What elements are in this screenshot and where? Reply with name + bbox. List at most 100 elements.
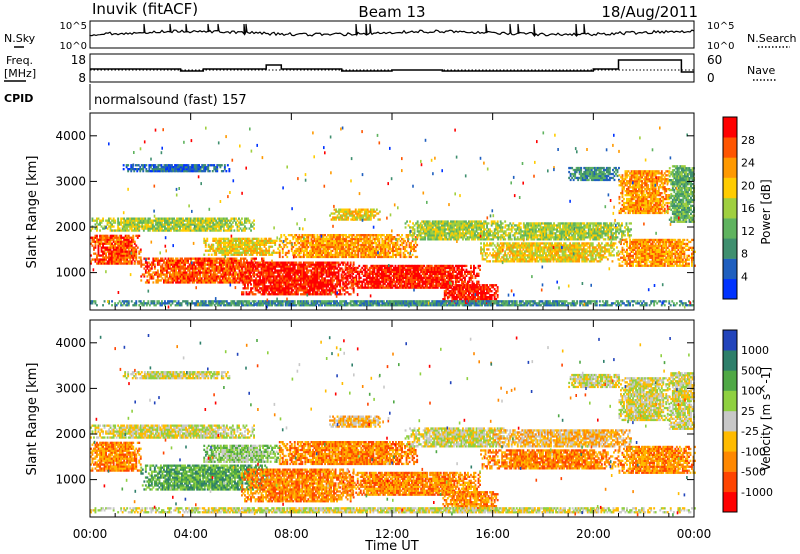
echo-cell [96,227,98,229]
echo-cell [177,279,179,281]
echo-cell [242,269,244,271]
echo-cell [128,229,130,231]
echo-cell [104,260,106,262]
echo-cell [146,267,148,269]
echo-cell [132,235,134,237]
echo-cell [96,229,98,231]
echo-cell [189,281,191,283]
echo-cell [96,235,98,237]
echo-cell [113,218,115,220]
echo-cell [214,218,216,220]
echo-cell [138,229,140,231]
echo-cell [237,227,239,229]
echo-cell [240,262,242,264]
echo-cell [145,164,147,166]
echo-cell [253,223,255,225]
freq-trace [90,60,694,72]
echo-cell [152,281,154,283]
echo-cell [186,271,188,273]
echo-cell [135,253,137,255]
cpid-label: CPID [4,92,33,105]
echo-cell [102,218,104,220]
echo-cell [162,264,164,266]
echo-cell [149,229,151,231]
echo-cell [101,241,103,243]
nsky-trace [90,24,694,36]
echo-cell [131,227,133,229]
echo-cell [131,262,133,264]
echo-cell [253,220,255,222]
echo-cell [126,258,128,260]
freq-right-tick-bottom: 0 [707,71,715,85]
echo-cell [206,229,208,231]
nsky-left-bottom-tick: 10^0 [60,41,87,52]
freq-frame [90,54,694,82]
echo-cell [236,258,238,260]
echo-cell [240,220,242,222]
echo-cell [95,260,97,262]
echo-cell [187,262,189,264]
echo-cell [234,269,236,271]
echo-cell [138,253,140,255]
echo-cell [214,281,216,283]
echo-cell [138,235,140,237]
echo-cell [149,218,151,220]
echo-cell [249,220,251,222]
echo-cell [202,218,204,220]
echo-cell [110,218,112,220]
echo-cell [169,220,171,222]
echo-cell [120,260,122,262]
echo-cell [101,225,103,227]
echo-cell [230,227,232,229]
echo-cell [166,273,168,275]
freq-left-tick-bottom: 8 [78,71,86,85]
echo-cell [143,229,145,231]
echo-cell [113,239,115,241]
echo-cell [132,258,134,260]
echo-cell [114,222,116,224]
echo-cell [128,249,130,251]
echo-cell [107,227,109,229]
echo-cell [154,267,156,269]
echo-cell [140,279,142,281]
echo-cell [152,222,154,224]
echo-cell [221,164,223,166]
freq-right-tick-top: 60 [707,53,722,67]
echo-cell [165,258,167,260]
date-title: 18/Aug/2011 [601,3,698,21]
echo-cell [95,243,97,245]
echo-cell [101,222,103,224]
echo-cell [123,164,125,166]
echo-cell [143,267,145,269]
echo-cell [238,229,240,231]
echo-cell [135,258,137,260]
echo-cell [222,170,224,172]
echo-cell [219,271,221,273]
beam-title: Beam 13 [358,3,425,21]
echo-cell [96,220,98,222]
echo-cell [110,241,112,243]
echo-cell [232,225,234,227]
echo-cell [144,218,146,220]
echo-cell [214,271,216,273]
echo-cell [232,222,234,224]
echo-cell [98,251,100,253]
echo-cell [244,229,246,231]
echo-cell [138,227,140,229]
echo-cell [204,262,206,264]
echo-cell [102,220,104,222]
echo-cell [140,260,142,262]
echo-cell [96,256,98,258]
echo-cell [240,227,242,229]
echo-cell [157,277,159,279]
echo-cell [119,227,121,229]
echo-cell [117,220,119,222]
echo-cell [243,260,245,262]
echo-cell [140,249,142,251]
echo-cell [131,260,133,262]
echo-cell [244,225,246,227]
echo-cell [175,269,177,271]
echo-cell [229,277,231,279]
echo-cell [114,220,116,222]
echo-cell [98,249,100,251]
